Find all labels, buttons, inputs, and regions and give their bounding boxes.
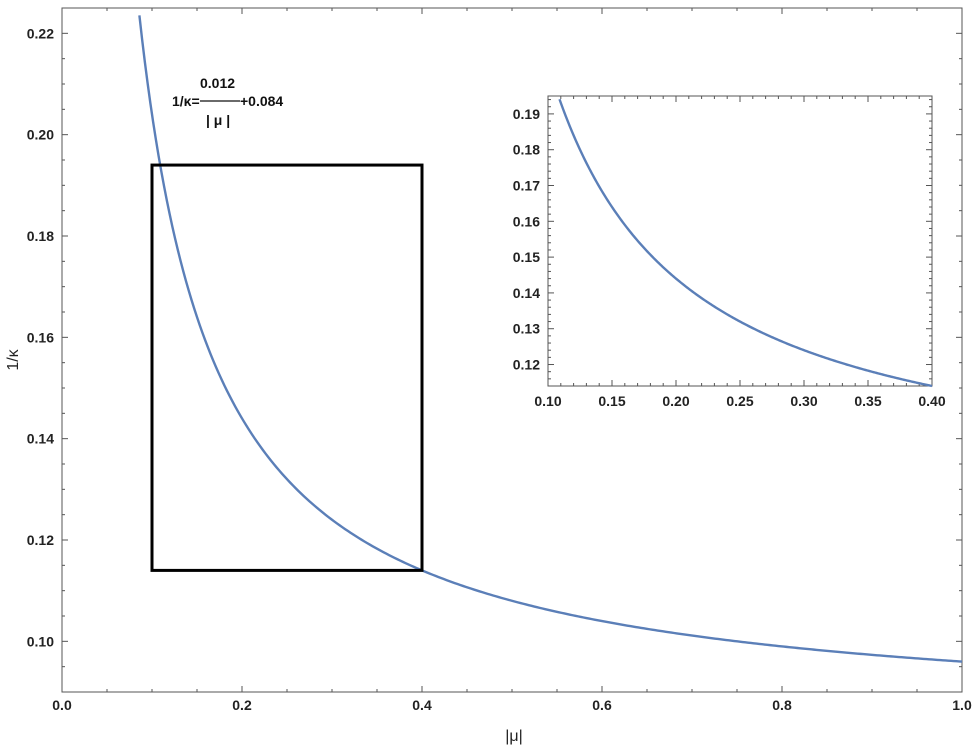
main-x-tick-label: 0.2 — [232, 697, 252, 713]
main-y-tick-label: 0.12 — [27, 532, 54, 548]
inset-x-tick-label: 0.35 — [854, 393, 881, 409]
inset-y-tick-label: 0.19 — [513, 106, 540, 122]
main-y-tick-label: 0.18 — [27, 228, 54, 244]
formula-lhs: 1/κ= — [172, 93, 200, 109]
main-plot: 0.0 0.2 0.4 0.6 0.8 1.00.100.120.140.160.180.… — [27, 7, 972, 713]
main-x-tick-label: 0.6 — [592, 697, 612, 713]
main-y-tick-label: 0.20 — [27, 127, 54, 143]
x-axis-title: |μ| — [505, 728, 523, 745]
main-series-line — [138, 15, 963, 663]
zoom-box — [150, 163, 424, 572]
inset-x-tick-label: 0.10 — [534, 393, 561, 409]
inset-y-tick-label: 0.15 — [513, 249, 540, 265]
inset-series-line — [558, 98, 933, 388]
formula-numerator: 0.012 — [200, 75, 235, 91]
inset-y-tick-label: 0.16 — [513, 213, 540, 229]
inset-x-tick-label: 0.15 — [598, 393, 625, 409]
inset-y-tick-label: 0.18 — [513, 142, 540, 158]
inset-y-tick-label: 0.14 — [513, 285, 540, 301]
inset-background — [548, 96, 932, 386]
formula-denominator: | μ | — [206, 112, 230, 128]
formula-annotation: 1/κ= 0.012 | μ | +0.084 — [172, 75, 283, 128]
inset-y-tick-label: 0.12 — [513, 357, 540, 373]
inset-x-tick-label: 0.20 — [662, 393, 689, 409]
main-x-tick-label: 0.8 — [772, 697, 792, 713]
main-y-tick-label: 0.14 — [27, 431, 54, 447]
inset-y-tick-label: 0.17 — [513, 178, 540, 194]
inset-y-tick-label: 0.13 — [513, 321, 540, 337]
main-y-tick-label: 0.22 — [27, 25, 54, 41]
inset-plot: 0.10 0.15 0.20 0.25 0.30 0.35 0.40 0.12 0.13 0.14… — [513, 95, 946, 409]
main-y-tick-label: 0.16 — [27, 329, 54, 345]
inset-x-tick-label: 0.25 — [726, 393, 753, 409]
formula-rhs: +0.084 — [240, 93, 283, 109]
main-x-tick-label: 0.0 — [52, 697, 72, 713]
y-axis-title: 1/κ — [5, 348, 22, 370]
main-x-tick-label: 0.4 — [412, 697, 432, 713]
main-x-tick-label: 1.0 — [952, 697, 972, 713]
inset-x-tick-label: 0.30 — [790, 393, 817, 409]
main-y-tick-label: 0.10 — [27, 633, 54, 649]
inset-x-tick-label: 0.40 — [918, 393, 945, 409]
